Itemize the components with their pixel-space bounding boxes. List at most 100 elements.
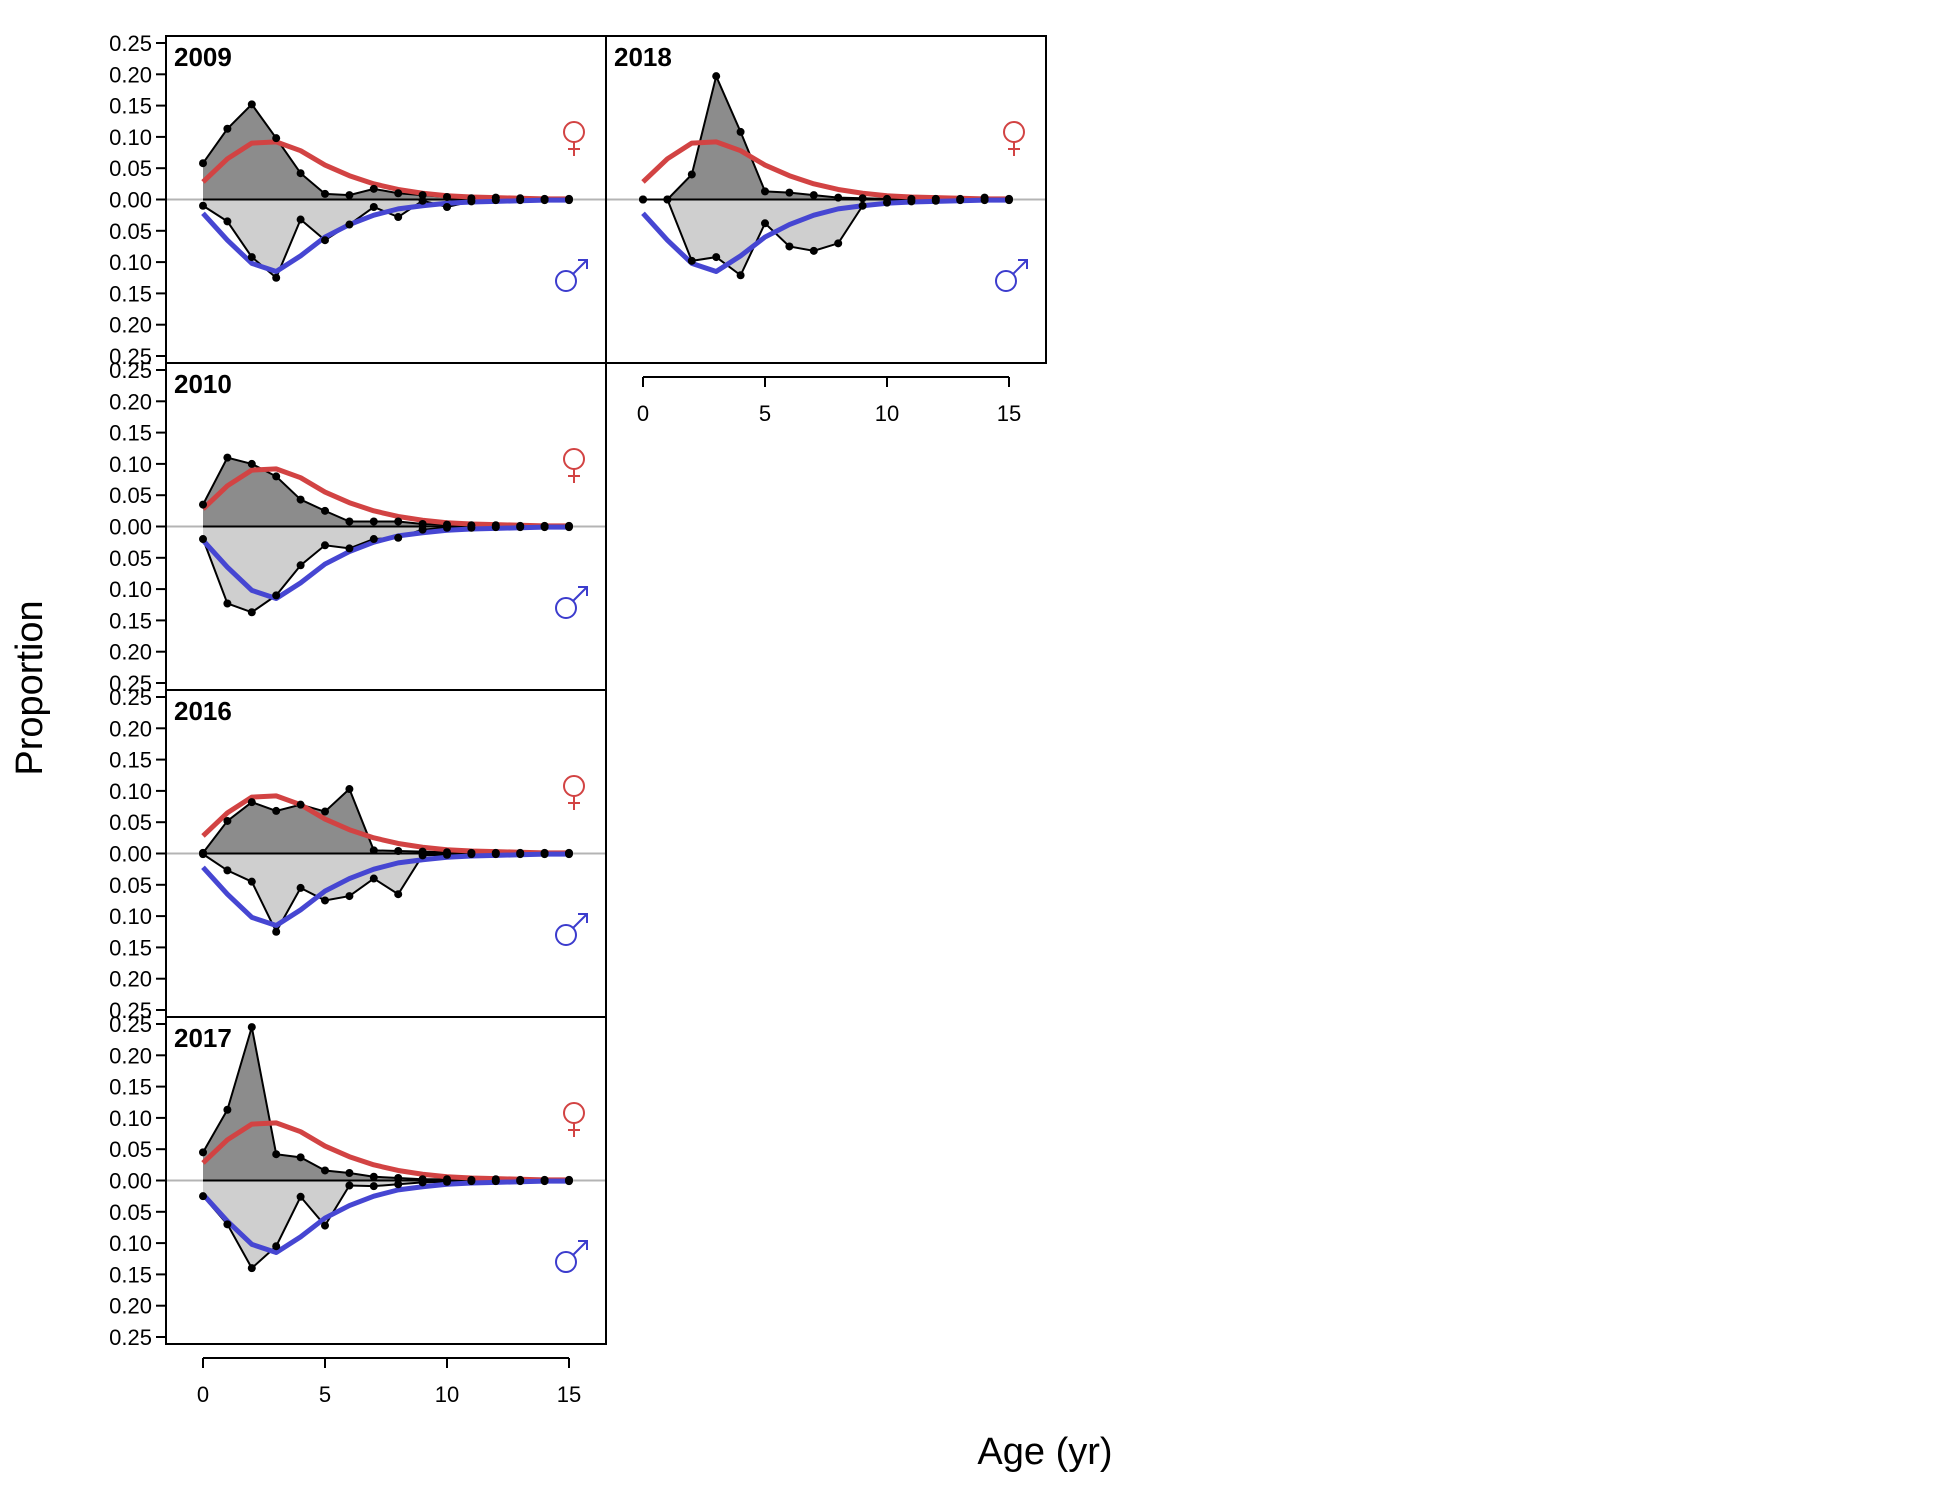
female-expected-line (641, 139, 1009, 202)
y-tick-label: 0.05 (109, 1137, 152, 1162)
female-symbol-icon (563, 121, 585, 156)
female-observed-point (345, 191, 354, 200)
male-observed-point (565, 523, 573, 532)
male-observed-point (394, 890, 403, 899)
male-observed-point (223, 217, 232, 226)
y-tick-label: 0.15 (109, 94, 152, 119)
male-symbol-arrowhead (1018, 259, 1028, 269)
male-observed-point (443, 850, 451, 859)
y-tick-label: 0.20 (109, 313, 152, 338)
female-symbol-icon (1003, 121, 1025, 156)
female-expected-line (201, 793, 569, 856)
male-symbol-ring (555, 597, 577, 619)
y-tick-label: 0.20 (109, 1043, 152, 1068)
male-expected-line (201, 1178, 569, 1255)
male-observed-point (418, 525, 427, 534)
y-tick-label: 0.25 (109, 1012, 152, 1037)
y-tick-label: 0.10 (109, 452, 152, 477)
female-observed-point (321, 189, 329, 198)
male-observed-point (321, 896, 329, 905)
female-observed-point (296, 800, 305, 809)
male-observed-point (223, 599, 232, 608)
panel-2016: 2016 0.25 0.20 0.15 0.10 0.05 0.00 0.05 0.10 0.15… (109, 685, 607, 1023)
female-observed-point (394, 846, 403, 855)
female-observed-point (272, 1150, 281, 1159)
female-observed-point (809, 191, 818, 200)
male-observed-point (345, 1181, 354, 1190)
y-tick-label: 0.25 (109, 344, 152, 369)
female-observed-point (321, 1166, 329, 1175)
male-observed-point (540, 850, 549, 859)
female-observed-area (203, 457, 569, 527)
male-observed-point (712, 253, 721, 262)
male-observed-point (199, 535, 207, 544)
male-observed-point (467, 197, 476, 206)
female-observed-point (858, 194, 867, 203)
x-tick-label: 10 (875, 401, 899, 426)
male-observed-point (491, 1177, 500, 1186)
male-observed-point (761, 219, 769, 228)
female-observed-point (247, 798, 256, 807)
y-tick-label: 0.10 (109, 250, 152, 275)
female-symbol-icon (563, 448, 585, 483)
male-observed-point (369, 535, 378, 544)
male-observed-point (199, 850, 207, 859)
female-observed-point (369, 184, 378, 193)
male-observed-point (272, 273, 281, 282)
male-observed-point (199, 1192, 207, 1201)
male-observed-point (321, 236, 329, 245)
male-observed-point (247, 253, 256, 262)
male-observed-point (247, 877, 256, 886)
male-symbol-shaft (572, 586, 588, 602)
male-symbol-icon (995, 259, 1028, 292)
male-observed-point (687, 256, 696, 265)
female-observed-point (394, 1173, 403, 1182)
y-tick-label: 0.20 (109, 1294, 152, 1319)
male-observed-point (516, 1177, 525, 1186)
male-observed-point (883, 198, 891, 207)
female-expected-line (201, 1120, 569, 1183)
female-observed-point (247, 1023, 256, 1032)
female-observed-point (223, 816, 232, 825)
panel-year-label: 2010 (174, 369, 232, 399)
male-observed-point (394, 533, 403, 542)
female-observed-point (443, 192, 451, 201)
male-observed-point (199, 201, 207, 210)
female-observed-area (643, 76, 1009, 200)
male-symbol-arrowhead (578, 1240, 588, 1250)
male-observed-point (663, 195, 672, 204)
male-symbol-shaft (572, 259, 588, 275)
female-observed-point (272, 472, 281, 481)
x-tick-label: 5 (319, 1382, 331, 1407)
male-observed-point (443, 203, 451, 212)
x-tick-label: 15 (997, 401, 1021, 426)
female-observed-point (199, 1148, 207, 1157)
y-tick-label: 0.05 (109, 156, 152, 181)
male-symbol-shaft (572, 913, 588, 929)
female-observed-point (369, 846, 378, 855)
male-observed-point (369, 203, 378, 212)
male-observed-point (296, 1192, 305, 1201)
female-observed-point (296, 169, 305, 178)
x-tick-label: 5 (759, 401, 771, 426)
male-observed-point (272, 591, 281, 600)
y-tick-label: 0.25 (109, 998, 152, 1023)
y-tick-label: 0.10 (109, 1231, 152, 1256)
y-tick-label: 0.10 (109, 779, 152, 804)
male-symbol-ring (555, 924, 577, 946)
male-observed-point (565, 1177, 573, 1186)
y-tick-label: 0.20 (109, 389, 152, 414)
male-observed-point (223, 866, 232, 875)
female-observed-point (834, 193, 843, 202)
female-symbol-ring (1003, 121, 1025, 143)
male-observed-point (418, 1178, 427, 1187)
y-tick-label: 0.05 (109, 483, 152, 508)
female-observed-area (203, 104, 569, 200)
female-observed-area (203, 789, 569, 854)
male-observed-point (980, 196, 989, 205)
male-observed-point (639, 195, 647, 204)
male-observed-point (296, 883, 305, 892)
y-tick-label: 0.20 (109, 62, 152, 87)
female-symbol-ring (563, 121, 585, 143)
y-tick-label: 0.25 (109, 358, 152, 383)
